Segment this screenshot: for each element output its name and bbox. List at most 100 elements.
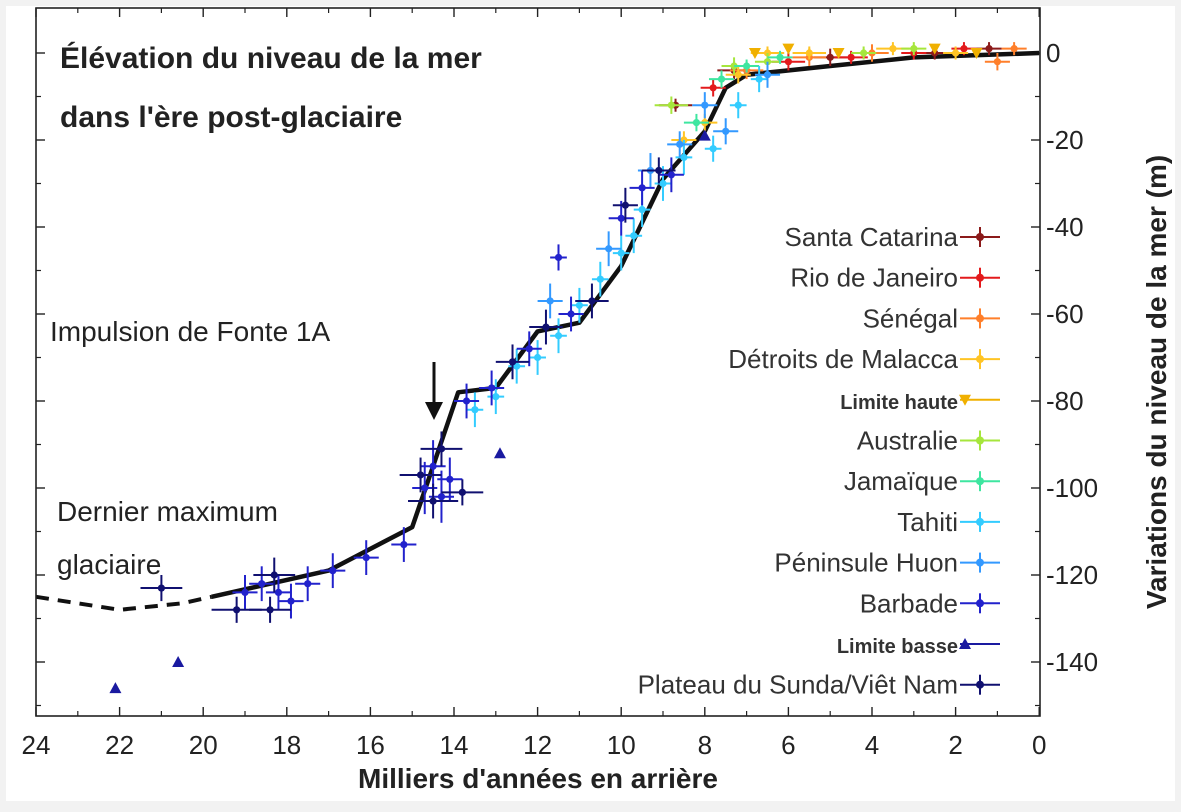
data-point — [495, 344, 530, 380]
legend-dot — [976, 680, 984, 689]
point-dot — [233, 606, 241, 614]
point-dot — [667, 171, 675, 179]
plot-frame — [35, 7, 1041, 717]
y-tick-label: 0 — [1046, 38, 1060, 68]
legend-label: Plateau du Sunda/Viêt Nam — [638, 670, 958, 700]
point-dot — [554, 253, 563, 262]
mwp-arrow — [425, 362, 443, 420]
data-point — [320, 553, 346, 589]
point-dot — [287, 597, 295, 605]
data-point — [734, 59, 760, 73]
data-point — [516, 331, 542, 367]
legend-dot — [976, 436, 984, 445]
data-point — [441, 479, 484, 506]
data-points-layer — [109, 42, 1027, 694]
data-point — [698, 129, 711, 141]
data-point — [420, 431, 463, 467]
x-tick-label: 22 — [105, 730, 134, 760]
point-dot — [488, 384, 496, 392]
legend: Santa Catarina Rio de Janeiro Sénégal Détro… — [638, 222, 1000, 700]
point-dot — [437, 445, 446, 453]
tick-labels: 24 22 20 18 16 14 12 10 8 6 4 2 00-20-40-60-80-100-1… — [22, 38, 1099, 760]
point-dot — [266, 606, 274, 614]
x-tick-label: 8 — [698, 730, 712, 760]
triangle-up-marker — [109, 682, 122, 694]
data-point — [109, 682, 122, 694]
legend-entry: Rio de Janeiro — [790, 263, 1000, 293]
x-tick-label: 0 — [1032, 730, 1046, 760]
point-dot — [655, 166, 663, 175]
point-dot — [525, 345, 533, 353]
legend-dot — [976, 273, 984, 282]
chart-title-line1: Élévation du niveau de la mer — [60, 41, 482, 75]
point-dot — [534, 353, 542, 362]
data-point — [754, 61, 781, 88]
data-point — [172, 656, 185, 667]
point-dot — [421, 484, 429, 492]
data-point — [708, 70, 735, 88]
data-point — [529, 309, 563, 345]
point-dot — [889, 45, 897, 53]
legend-label: Santa Catarina — [785, 222, 959, 252]
series-limite-basse — [109, 129, 711, 694]
point-dot — [784, 58, 793, 66]
data-point — [140, 575, 183, 602]
x-tick-label: 2 — [948, 730, 962, 760]
point-dot — [985, 45, 993, 53]
x-tick-label: 10 — [607, 730, 636, 760]
legend-dot — [976, 517, 984, 526]
series-limite-haute — [748, 43, 983, 59]
point-dot — [329, 567, 337, 575]
lgm-annotation-line2: glaciaire — [57, 549, 161, 580]
data-point — [970, 48, 983, 59]
point-dot — [304, 580, 312, 588]
legend-label: Barbade — [860, 588, 958, 618]
point-dot — [763, 71, 772, 79]
data-point — [713, 118, 739, 145]
point-dot — [258, 580, 266, 588]
data-point — [479, 370, 505, 406]
data-point — [782, 43, 795, 55]
data-point — [265, 575, 291, 610]
data-point — [928, 43, 941, 55]
y-tick-label: -140 — [1046, 647, 1098, 677]
data-point — [629, 170, 655, 206]
point-dot — [596, 275, 604, 283]
data-point — [984, 53, 1010, 71]
point-dot — [638, 184, 646, 192]
data-point — [249, 566, 275, 602]
triangle-up-marker — [172, 656, 185, 667]
data-point — [253, 557, 296, 593]
data-point — [249, 596, 291, 623]
point-dot — [588, 297, 596, 305]
data-point — [704, 135, 722, 162]
data-point — [642, 157, 676, 184]
point-dot — [241, 588, 249, 597]
data-point — [612, 187, 638, 223]
point-dot — [659, 179, 667, 188]
point-dot — [621, 201, 629, 209]
triangle-down-marker — [832, 48, 845, 59]
x-tick-label: 24 — [22, 730, 51, 760]
point-dot — [462, 397, 471, 405]
point-dot — [910, 45, 918, 53]
point-dot — [805, 49, 813, 57]
point-dot — [680, 153, 688, 161]
x-tick-label: 6 — [781, 730, 795, 760]
data-point — [832, 48, 845, 59]
point-dot — [709, 84, 717, 92]
point-dot — [734, 101, 742, 109]
data-point — [537, 283, 563, 319]
y-tick-label: -60 — [1046, 299, 1084, 329]
point-dot — [542, 323, 550, 331]
point-dot — [667, 101, 675, 109]
legend-entry: Australie — [857, 426, 1000, 456]
point-dot — [362, 554, 370, 562]
point-dot — [617, 249, 625, 257]
point-dot — [575, 301, 584, 309]
legend-entry: Barbade — [860, 588, 1000, 618]
point-dot — [554, 332, 563, 340]
triangle-down-marker — [782, 43, 795, 55]
legend-entry: Jamaïque — [844, 466, 1000, 496]
legend-label: Péninsule Huon — [774, 548, 958, 578]
